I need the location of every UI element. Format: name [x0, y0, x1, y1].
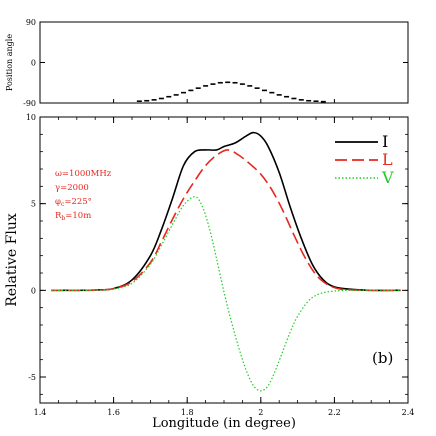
- legend-label-I: I: [382, 132, 388, 151]
- param-phi: φc=225°: [55, 197, 92, 208]
- series-line-V: [51, 196, 401, 392]
- flux-xtick-label-5: 2.4: [402, 408, 415, 417]
- flux-xtick-label-1: 1.6: [107, 408, 120, 417]
- flux-lines: [51, 131, 401, 392]
- param-omega: ω=1000MHz: [55, 169, 112, 179]
- pa-ytick-label-2: -90: [23, 99, 36, 108]
- legend: ILV: [335, 132, 394, 187]
- param-rb: Rb=10m: [55, 211, 91, 222]
- position-angle-panel: 90 0 -90 Position angle: [5, 18, 409, 108]
- flux-xtick-label-3: 2: [258, 408, 263, 417]
- param-phi-symbol: φ: [55, 197, 61, 207]
- position-angle-ticks: 90 0 -90: [23, 18, 409, 108]
- flux-ytick-label-2: 0: [31, 286, 36, 295]
- legend-label-L: L: [382, 150, 393, 169]
- flux-xtick-label-2: 1.8: [181, 408, 194, 417]
- legend-label-V: V: [381, 168, 394, 187]
- flux-ylabel: Relative Flux: [4, 213, 20, 307]
- position-angle-marks: [136, 81, 326, 103]
- param-phi-value: =225°: [64, 197, 92, 207]
- series-line-I: [51, 131, 401, 292]
- flux-panel: 1.4 1.6 1.8 2 2.2 2.4 10 5 0 -5 Relative Flux Lon…: [4, 113, 414, 431]
- param-phi-subscript: c: [61, 201, 65, 208]
- param-rb-value: =10m: [65, 211, 91, 221]
- param-gamma: γ=2000: [55, 183, 89, 193]
- flux-ticks: 1.4 1.6 1.8 2 2.2 2.4 10 5 0 -5: [26, 113, 415, 417]
- flux-xtick-label-4: 2.2: [328, 408, 341, 417]
- pa-ytick-label-0: 90: [26, 18, 36, 27]
- position-angle-ylabel: Position angle: [5, 34, 14, 91]
- param-rb-symbol: R: [55, 211, 62, 221]
- flux-xtick-label-0: 1.4: [34, 408, 47, 417]
- pa-ytick-label-1: 0: [31, 59, 36, 68]
- flux-xlabel: Longitude (in degree): [152, 416, 296, 431]
- position-angle-frame: [39, 21, 409, 104]
- flux-ytick-label-1: 5: [31, 200, 36, 209]
- flux-ytick-label-3: -5: [28, 373, 36, 382]
- param-rb-subscript: b: [61, 215, 65, 222]
- series-line-L: [51, 149, 401, 292]
- parameter-block: ω=1000MHz γ=2000 φc=225° Rb=10m: [55, 169, 112, 222]
- panel-label: (b): [372, 349, 393, 367]
- flux-ytick-label-0: 10: [26, 113, 36, 122]
